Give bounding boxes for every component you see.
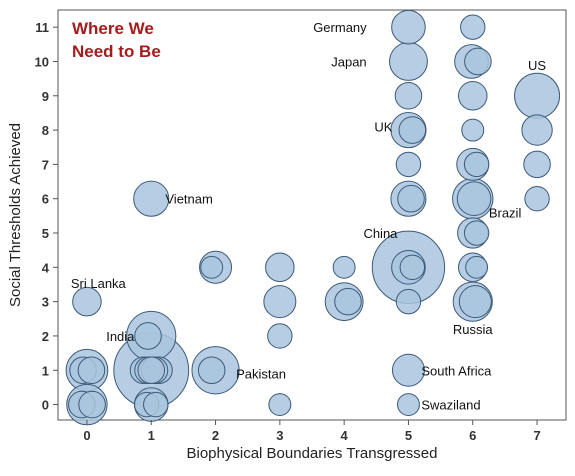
bubble-5-0-60: [396, 393, 420, 417]
bubble-6-5-53: [463, 220, 490, 246]
chart-title: Where We Need to Be: [72, 19, 161, 61]
bubble-1-0-48: [143, 391, 169, 418]
bubble-5-9-44: [394, 81, 423, 110]
bubble-7-8-25: [521, 114, 553, 146]
country-label-pakistan: Pakistan: [236, 367, 286, 382]
y-tick-label-11: 11: [35, 20, 49, 35]
bubble-1-1-38: [137, 356, 166, 385]
bubble-1-2-39: [134, 322, 162, 350]
x-tick-label-7: 7: [533, 428, 540, 443]
chart-title-line-1: Where We: [72, 19, 154, 38]
bubble-1-6-11: [133, 180, 170, 217]
x-axis-ticks: 0 1 2 3 4 5 6 7: [83, 420, 541, 443]
x-tick-label-2: 2: [212, 428, 219, 443]
y-axis-ticks: 0 1 2 3 4 5 6 7 8 9 10 11: [35, 20, 58, 413]
bubble-3-4-27: [265, 252, 295, 283]
country-label-india: India: [106, 329, 135, 344]
bubble-2-4-57: [200, 255, 224, 279]
bubble-5-10-10: [389, 42, 428, 81]
bubble-2-1-40: [197, 356, 226, 385]
bubble-layer: [65, 9, 561, 426]
bubble-6-6-17: [456, 181, 492, 217]
bubble-4-3-41: [334, 287, 362, 316]
x-tick-label-4: 4: [341, 428, 349, 443]
bubble-6-8-62: [461, 118, 485, 142]
country-label-china: China: [363, 226, 398, 241]
chart-title-line-2: Need to Be: [72, 42, 161, 61]
bubble-0-1-33: [77, 356, 106, 385]
bubble-3-3-20: [263, 285, 297, 319]
bubble-5-6-42: [397, 184, 425, 213]
bubble-5-1-21: [391, 353, 425, 387]
plot-frame: [57, 9, 567, 421]
bubble-5-4-51: [399, 254, 426, 281]
x-tick-label-6: 6: [469, 428, 476, 443]
country-label-germany: Germany: [313, 20, 367, 35]
x-tick-label-1: 1: [148, 428, 155, 443]
bubble-7-6-56: [524, 186, 550, 212]
y-tick-label-9: 9: [42, 89, 49, 104]
bubble-0-3-26: [72, 286, 102, 317]
country-label-uk: UK: [374, 120, 392, 135]
y-tick-label-10: 10: [35, 54, 49, 69]
country-label-layer: Germany Japan US UK Vietnam Brazil China Sri La…: [71, 20, 547, 412]
y-tick-label-8: 8: [42, 123, 49, 138]
bubble-4-4-59: [332, 255, 356, 279]
bubble-6-7-54: [463, 151, 490, 178]
y-axis-label: Social Thresholds Achieved: [7, 123, 24, 307]
bubble-6-3-22: [458, 285, 492, 319]
y-tick-label-2: 2: [42, 329, 49, 344]
country-label-brazil: Brazil: [489, 205, 522, 220]
y-tick-label-0: 0: [42, 398, 49, 413]
country-label-sri-lanka: Sri Lanka: [71, 276, 127, 291]
x-tick-label-0: 0: [83, 428, 90, 443]
country-label-vietnam: Vietnam: [165, 192, 212, 207]
bubble-5-3-50: [395, 288, 422, 315]
country-label-russia: Russia: [453, 322, 494, 337]
bubble-6-10-45: [464, 47, 492, 76]
y-tick-label-6: 6: [42, 192, 49, 207]
bubble-0-0-31: [78, 390, 106, 419]
country-label-us: US: [528, 58, 546, 73]
country-label-south-africa: South Africa: [421, 363, 492, 378]
y-tick-label-1: 1: [42, 363, 49, 378]
y-tick-label-3: 3: [42, 295, 49, 310]
bubble-5-8-43: [398, 116, 427, 144]
bubble-6-9-29: [457, 81, 488, 111]
country-label-japan: Japan: [331, 54, 366, 69]
y-tick-label-7: 7: [42, 157, 49, 172]
bubble-7-9-4: [514, 72, 561, 119]
country-label-swaziland: Swaziland: [421, 398, 480, 413]
y-tick-label-5: 5: [42, 226, 49, 241]
x-axis-label: Biophysical Boundaries Transgressed: [187, 445, 438, 462]
bubble-3-0-58: [268, 393, 292, 417]
bubble-5-11-16: [391, 9, 426, 45]
bubble-7-7-46: [523, 150, 551, 179]
bubble-3-2-49: [267, 323, 293, 349]
x-tick-label-5: 5: [405, 428, 412, 443]
bubble-6-4-61: [465, 255, 489, 279]
y-tick-label-4: 4: [42, 260, 50, 275]
bubble-6-11-55: [460, 14, 486, 40]
x-tick-label-3: 3: [276, 428, 283, 443]
bubble-5-7-52: [395, 151, 422, 178]
